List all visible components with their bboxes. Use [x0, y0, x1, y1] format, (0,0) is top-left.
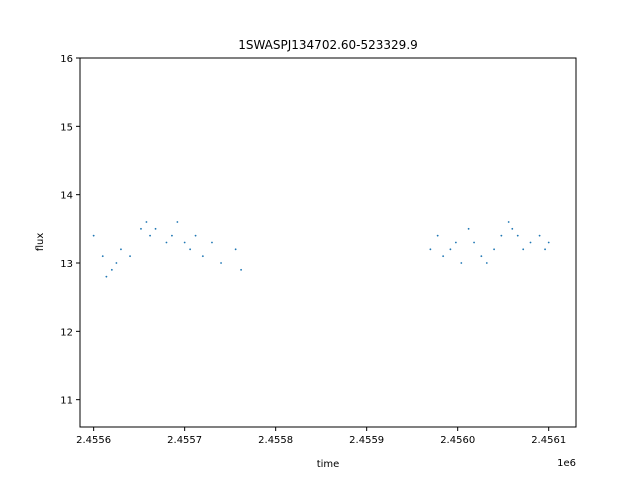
data-point	[511, 227, 514, 230]
data-point	[436, 234, 439, 237]
data-point	[110, 268, 113, 271]
data-point	[473, 241, 475, 244]
data-point	[485, 262, 488, 264]
data-point	[516, 234, 519, 237]
data-point	[547, 241, 550, 244]
data-point	[220, 262, 222, 264]
data-point	[500, 234, 503, 237]
data-point	[493, 248, 495, 251]
data-point	[211, 241, 213, 244]
data-point	[544, 248, 546, 251]
x-tick-label: 2.4558	[258, 435, 293, 446]
data-point	[120, 248, 122, 251]
x-tick-label: 2.4559	[349, 435, 384, 446]
data-point	[165, 241, 168, 244]
data-point	[92, 234, 95, 237]
y-tick-label: 14	[60, 191, 73, 202]
x-tick-label: 2.4561	[531, 435, 566, 446]
data-point	[460, 262, 463, 264]
x-tick-label: 2.4560	[440, 435, 475, 446]
data-point	[449, 248, 452, 251]
data-point	[522, 248, 525, 251]
data-point	[507, 221, 510, 223]
y-axis-label: flux	[35, 233, 46, 252]
y-tick-label: 11	[60, 396, 73, 407]
x-axis: 2.4556 2.4557 2.4558 2.4559 2.4560 2.4561	[76, 427, 566, 446]
data-point	[429, 248, 432, 251]
plot-frame	[79, 57, 577, 428]
chart-title: 1SWASPJ134702.60-523329.9	[238, 38, 418, 52]
data-point	[442, 255, 445, 258]
data-point	[105, 275, 108, 278]
data-point	[145, 221, 148, 223]
data-point	[467, 227, 470, 230]
x-axis-label: time	[317, 459, 340, 470]
y-axis: 11 12 13 14 15 16	[60, 54, 80, 407]
y-tick-label: 12	[60, 327, 73, 338]
data-point	[154, 227, 157, 230]
data-point	[201, 255, 204, 258]
x-tick-label: 2.4556	[76, 435, 111, 446]
data-point	[129, 255, 131, 258]
x-tick-label: 2.4557	[167, 435, 202, 446]
data-point	[538, 234, 541, 237]
x-offset-label: 1e6	[557, 458, 576, 469]
data-point	[171, 234, 173, 237]
data-point	[454, 241, 457, 244]
data-point	[480, 255, 483, 258]
data-point	[240, 268, 242, 271]
data-point	[529, 241, 532, 244]
data-point	[149, 234, 151, 237]
data-point	[140, 227, 142, 230]
data-point	[194, 234, 197, 237]
data-point	[234, 248, 237, 251]
data-point	[176, 221, 179, 223]
y-tick-label: 16	[60, 54, 73, 65]
data-points	[92, 221, 550, 278]
data-point	[189, 248, 192, 251]
data-point	[115, 262, 118, 264]
y-tick-label: 13	[60, 259, 73, 270]
y-tick-label: 15	[60, 122, 73, 133]
data-point	[183, 241, 186, 244]
data-point	[101, 255, 104, 258]
